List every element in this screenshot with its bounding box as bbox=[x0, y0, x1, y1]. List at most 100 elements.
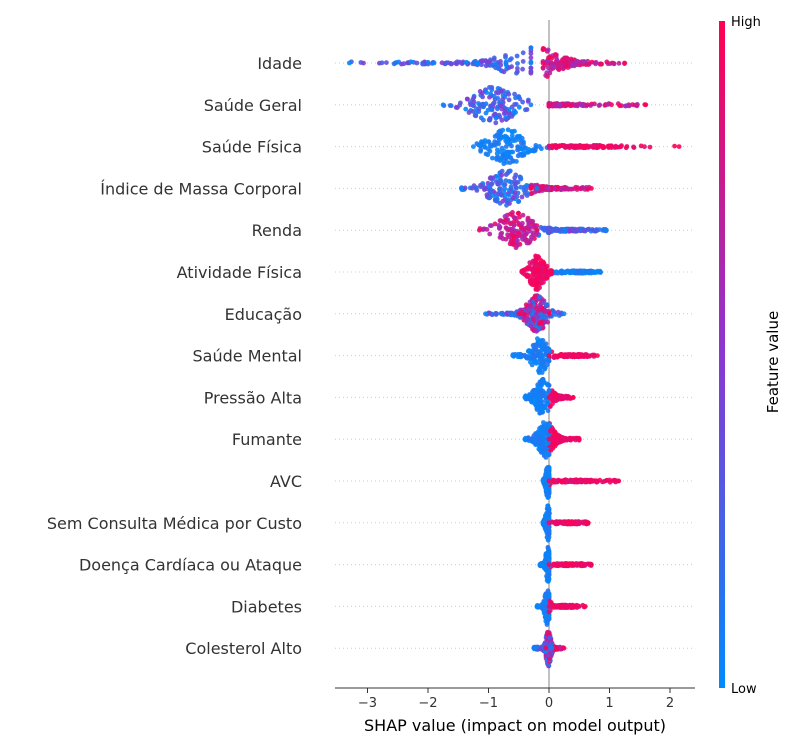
shap-dot bbox=[561, 143, 567, 148]
shap-dot bbox=[513, 101, 519, 107]
shap-dot bbox=[576, 269, 582, 275]
shap-dot bbox=[507, 201, 512, 206]
shap-dot bbox=[573, 437, 578, 443]
shap-dot bbox=[471, 144, 476, 150]
shap-dot bbox=[509, 114, 515, 119]
shap-dot bbox=[574, 102, 579, 108]
shap-dot bbox=[474, 185, 479, 191]
shap-dot bbox=[485, 152, 491, 158]
shap-dot bbox=[505, 197, 511, 203]
shap-dot bbox=[522, 436, 528, 442]
feature-label: Saúde Física bbox=[202, 138, 302, 157]
shap-dot bbox=[495, 147, 500, 153]
shap-dot bbox=[535, 384, 541, 390]
shap-dot bbox=[546, 422, 552, 427]
x-tick-label: −3 bbox=[358, 696, 377, 711]
shap-dot bbox=[510, 353, 516, 358]
shap-dot bbox=[534, 314, 540, 320]
shap-dot bbox=[503, 59, 509, 65]
shap-dot bbox=[568, 102, 574, 108]
shap-dot bbox=[538, 406, 544, 412]
shap-dot bbox=[566, 394, 572, 400]
shap-dot bbox=[513, 181, 518, 187]
shap-dot bbox=[553, 394, 558, 399]
colorbar-title: Feature value bbox=[764, 311, 782, 413]
shap-dot bbox=[495, 181, 501, 187]
shap-dot bbox=[554, 57, 560, 63]
shap-dot bbox=[463, 106, 469, 112]
feature-label: Pressão Alta bbox=[204, 388, 302, 407]
shap-dot bbox=[534, 604, 540, 609]
shap-dot bbox=[524, 237, 530, 243]
shap-dot bbox=[533, 258, 539, 263]
shap-dot bbox=[490, 155, 495, 161]
shap-dot bbox=[543, 430, 548, 436]
shap-dot bbox=[531, 645, 537, 651]
shap-dot bbox=[545, 574, 551, 580]
shap-dot bbox=[507, 241, 513, 247]
shap-dot bbox=[458, 186, 464, 191]
shap-dot bbox=[546, 395, 552, 400]
shap-dot bbox=[546, 531, 551, 537]
shap-dot bbox=[552, 437, 558, 443]
shap-dot bbox=[598, 269, 603, 275]
shap-dot bbox=[503, 217, 509, 223]
shap-dot bbox=[630, 102, 635, 107]
shap-dot bbox=[391, 61, 397, 67]
shap-dot bbox=[506, 107, 512, 112]
shap-dot bbox=[473, 110, 479, 115]
shap-dot bbox=[590, 228, 596, 233]
shap-dot bbox=[497, 128, 503, 134]
shap-dot bbox=[540, 478, 546, 484]
shap-dot bbox=[592, 101, 597, 107]
shap-dot bbox=[543, 640, 548, 646]
shap-dot bbox=[480, 227, 486, 233]
shap-dot bbox=[607, 479, 613, 485]
shap-dot bbox=[593, 478, 598, 484]
shap-dot bbox=[534, 405, 540, 411]
shap-dot bbox=[547, 635, 552, 640]
shap-dot bbox=[558, 520, 563, 525]
shap-dot bbox=[551, 309, 557, 315]
shap-dot bbox=[505, 170, 510, 176]
shap-dot bbox=[522, 267, 528, 273]
shap-dot bbox=[479, 102, 484, 108]
shap-dot bbox=[543, 350, 549, 356]
shap-dot bbox=[557, 102, 563, 108]
shap-dot bbox=[570, 63, 575, 68]
shap-dot bbox=[511, 235, 517, 241]
shap-dot bbox=[555, 309, 561, 315]
shap-dot bbox=[528, 394, 533, 400]
shap-dot bbox=[546, 358, 552, 364]
shap-dot bbox=[546, 653, 551, 658]
shap-dot bbox=[474, 106, 479, 112]
shap-dot bbox=[554, 563, 559, 568]
shap-dot bbox=[519, 194, 525, 200]
shap-dot bbox=[575, 521, 580, 527]
shap-dot bbox=[479, 90, 485, 96]
shap-dot bbox=[444, 60, 449, 66]
shap-dot bbox=[546, 663, 552, 668]
shap-dot bbox=[519, 153, 525, 159]
shap-dot bbox=[489, 107, 495, 113]
shap-dot bbox=[544, 615, 550, 621]
shap-dot bbox=[568, 436, 574, 442]
shap-dot bbox=[491, 142, 497, 147]
shap-dot bbox=[583, 479, 589, 485]
feature-label: Diabetes bbox=[231, 597, 302, 616]
shap-dot bbox=[499, 192, 505, 198]
shap-dot bbox=[526, 348, 532, 353]
shap-dot bbox=[494, 174, 500, 179]
shap-dot bbox=[563, 562, 569, 568]
shap-dot bbox=[536, 446, 542, 452]
shap-dot bbox=[523, 353, 528, 359]
shap-dot bbox=[520, 50, 526, 56]
shap-dot bbox=[556, 604, 561, 609]
shap-dot bbox=[500, 93, 506, 99]
shap-dot bbox=[570, 395, 576, 400]
shap-dot bbox=[487, 148, 493, 154]
shap-dot bbox=[512, 190, 518, 196]
shap-dot bbox=[600, 479, 605, 485]
shap-dot bbox=[562, 62, 568, 67]
